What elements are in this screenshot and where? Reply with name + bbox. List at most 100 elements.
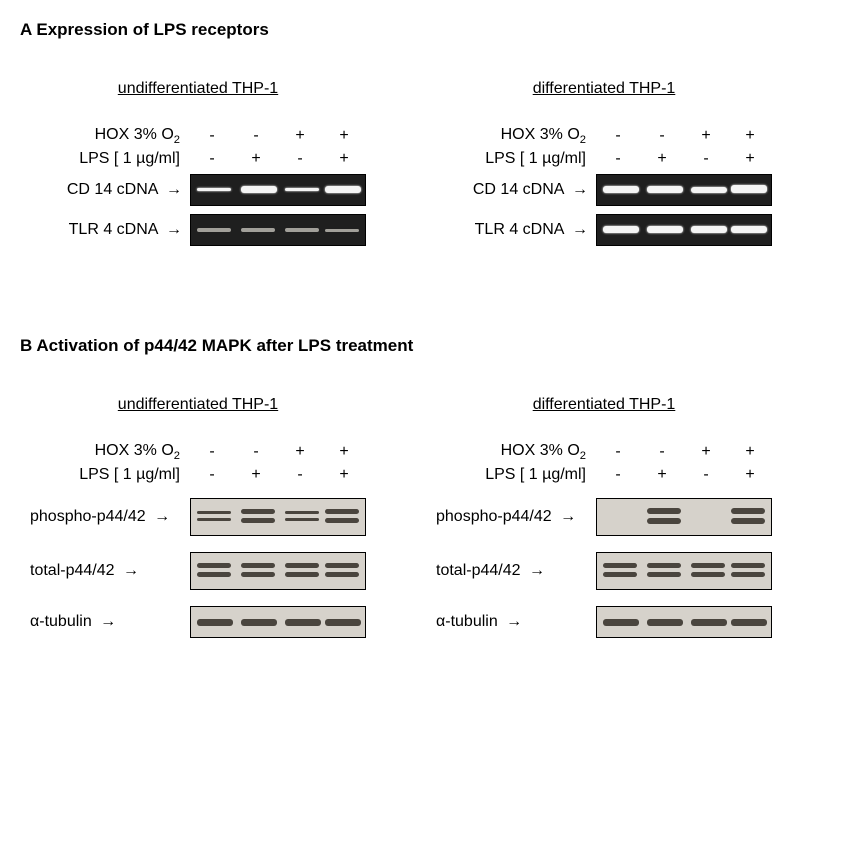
condition-label-hox: HOX 3% O2 [30, 126, 190, 146]
gel-box [190, 606, 366, 638]
gel-row: phospho-p44/42 [436, 498, 772, 536]
condition-value: - [234, 443, 278, 461]
condition-label-hox: HOX 3% O2 [30, 442, 190, 462]
condition-value: + [728, 150, 772, 168]
gel-band [241, 563, 275, 568]
gel-band [731, 518, 765, 524]
gel-area: CD 14 cDNA TLR 4 cDNA [30, 174, 366, 246]
condition-value: - [640, 443, 684, 461]
gel-row-label: α-tubulin [436, 613, 596, 631]
gel-band [731, 226, 767, 233]
gel-band [241, 518, 275, 523]
condition-value: - [684, 150, 728, 168]
gel-band [647, 572, 681, 577]
gel-band [325, 186, 361, 193]
column-header: differentiated THP-1 [436, 396, 772, 414]
gel-area: CD 14 cDNA TLR 4 cDNA [436, 174, 772, 246]
gel-band [691, 572, 725, 577]
gel-row-label: TLR 4 cDNA [436, 221, 596, 239]
condition-value: + [322, 150, 366, 168]
gel-row-label: CD 14 cDNA [436, 181, 596, 199]
gel-row-label: phospho-p44/42 [436, 508, 596, 526]
gel-box [190, 214, 366, 246]
gel-box [596, 498, 772, 536]
figure-column: differentiated THP-1 HOX 3% O2--++LPS [ 1… [436, 396, 772, 638]
gel-band [285, 563, 319, 568]
gel-row: α-tubulin [436, 606, 772, 638]
gel-band [241, 572, 275, 577]
panel-a-title: A Expression of LPS receptors [20, 20, 827, 40]
gel-row: total-p44/42 [436, 552, 772, 590]
gel-band [325, 619, 361, 626]
condition-value: - [190, 443, 234, 461]
condition-value: - [234, 127, 278, 145]
condition-value: + [322, 127, 366, 145]
gel-band [197, 518, 231, 521]
condition-value: + [278, 443, 322, 461]
condition-grid: HOX 3% O2--++LPS [ 1 µg/ml]-+-+ [436, 442, 772, 484]
gel-band [285, 188, 319, 191]
gel-band [691, 619, 727, 626]
panel-a-columns: undifferentiated THP-1HOX 3% O2--++LPS [… [30, 80, 827, 246]
gel-band [325, 229, 359, 232]
gel-band [647, 563, 681, 568]
condition-value: - [190, 150, 234, 168]
gel-band [731, 563, 765, 568]
gel-band [241, 509, 275, 514]
condition-label-hox: HOX 3% O2 [436, 442, 596, 462]
gel-box [596, 552, 772, 590]
condition-label-lps: LPS [ 1 µg/ml] [30, 466, 190, 484]
condition-value: + [234, 150, 278, 168]
condition-value: - [596, 127, 640, 145]
condition-value: - [278, 150, 322, 168]
gel-row: TLR 4 cDNA [30, 214, 366, 246]
gel-box [596, 606, 772, 638]
gel-band [647, 518, 681, 524]
gel-band [285, 228, 319, 232]
condition-value: + [234, 466, 278, 484]
gel-band [197, 228, 231, 232]
column-header: undifferentiated THP-1 [30, 396, 366, 414]
gel-box [190, 174, 366, 206]
gel-band [647, 619, 683, 626]
panel-b-title: B Activation of p44/42 MAPK after LPS tr… [20, 336, 827, 356]
gel-band [325, 509, 359, 514]
gel-row: α-tubulin [30, 606, 366, 638]
condition-value: + [684, 127, 728, 145]
gel-box [596, 174, 772, 206]
gel-row: CD 14 cDNA [30, 174, 366, 206]
gel-band [325, 572, 359, 577]
gel-band [731, 508, 765, 514]
condition-value: + [640, 150, 684, 168]
gel-band [647, 226, 683, 233]
gel-band [731, 619, 767, 626]
gel-row: CD 14 cDNA [436, 174, 772, 206]
gel-band [285, 511, 319, 514]
condition-grid: HOX 3% O2--++LPS [ 1 µg/ml]-+-+ [436, 126, 772, 168]
gel-band [197, 572, 231, 577]
gel-band [285, 619, 321, 626]
condition-value: + [684, 443, 728, 461]
gel-band [197, 188, 231, 191]
condition-grid: HOX 3% O2--++LPS [ 1 µg/ml]-+-+ [30, 442, 366, 484]
condition-label-hox: HOX 3% O2 [436, 126, 596, 146]
gel-band [285, 572, 319, 577]
gel-band [325, 563, 359, 568]
gel-band [241, 186, 277, 193]
gel-band [731, 185, 767, 193]
condition-value: - [190, 127, 234, 145]
gel-area: phospho-p44/42 total-p44/42 α-tubulin [436, 490, 772, 638]
gel-band [691, 563, 725, 568]
gel-row-label: total-p44/42 [30, 562, 190, 580]
figure-column: differentiated THP-1HOX 3% O2--++LPS [ 1… [436, 80, 772, 246]
gel-band [647, 508, 681, 514]
condition-value: - [278, 466, 322, 484]
condition-value: + [728, 127, 772, 145]
gel-row: total-p44/42 [30, 552, 366, 590]
figure-column: undifferentiated THP-1HOX 3% O2--++LPS [… [30, 396, 366, 638]
gel-band [603, 186, 639, 193]
condition-value: - [596, 150, 640, 168]
panel-b: B Activation of p44/42 MAPK after LPS tr… [20, 336, 827, 638]
gel-row: phospho-p44/42 [30, 498, 366, 536]
condition-value: - [596, 466, 640, 484]
